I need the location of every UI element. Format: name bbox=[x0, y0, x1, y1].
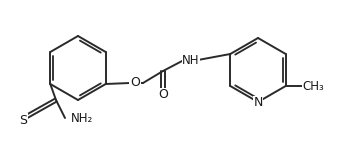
Text: CH₃: CH₃ bbox=[303, 80, 324, 93]
Text: NH₂: NH₂ bbox=[71, 111, 93, 124]
Text: S: S bbox=[19, 113, 27, 126]
Text: O: O bbox=[158, 89, 168, 102]
Text: NH: NH bbox=[182, 53, 200, 66]
Text: O: O bbox=[130, 77, 140, 89]
Text: N: N bbox=[253, 97, 263, 109]
